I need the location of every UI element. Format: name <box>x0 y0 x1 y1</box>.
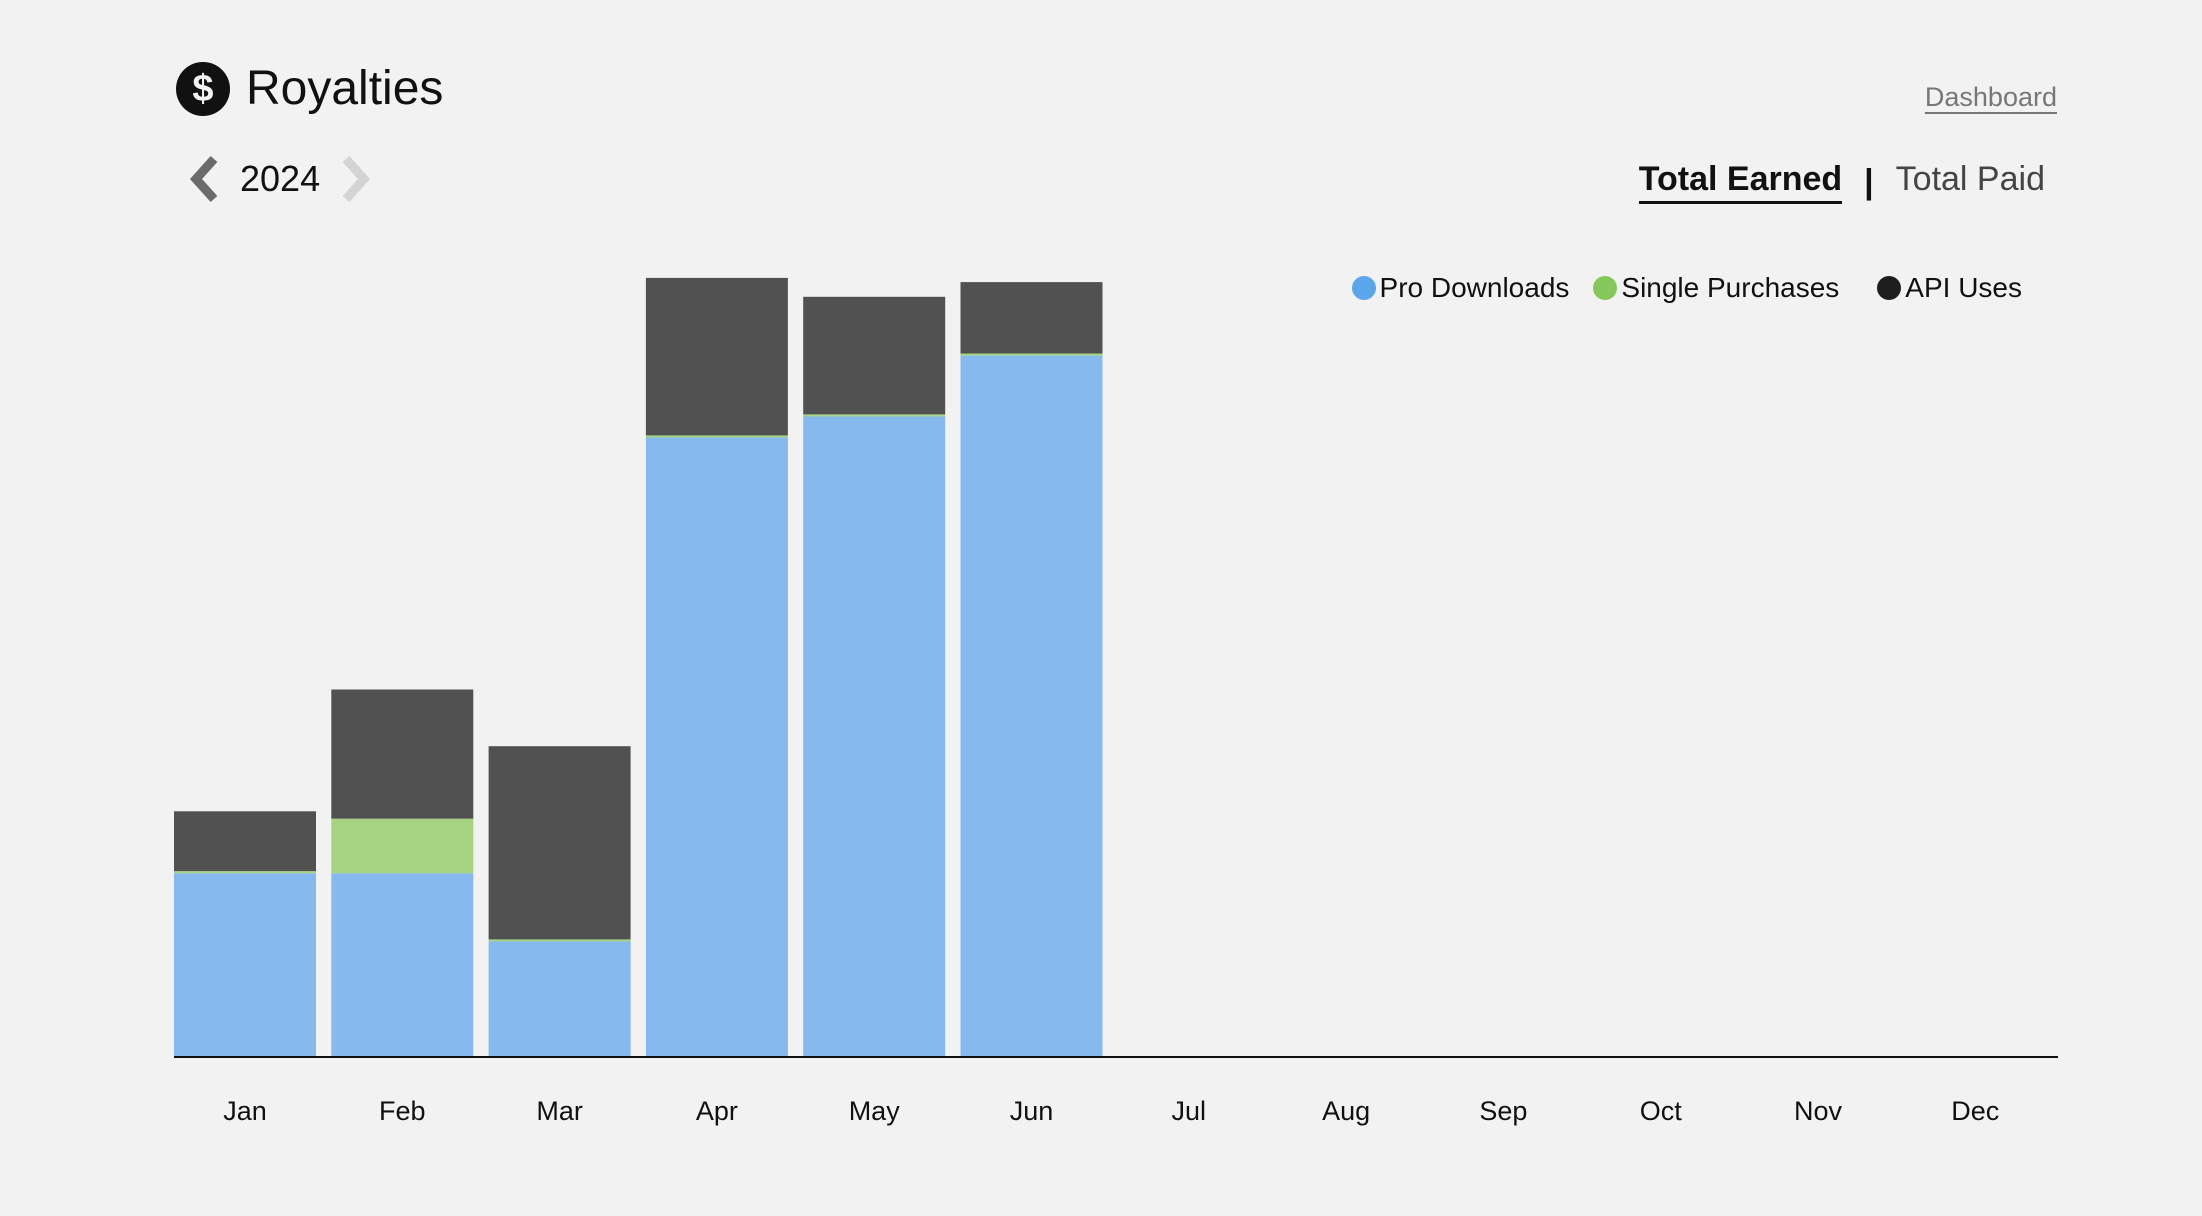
chevron-right-icon[interactable] <box>334 154 378 204</box>
x-tick-label-jul: Jul <box>1172 1096 1207 1126</box>
x-tick-label-may: May <box>849 1096 901 1126</box>
bar-pro-jun[interactable] <box>960 355 1103 1058</box>
x-tick-label-sep: Sep <box>1479 1096 1527 1126</box>
dollar-icon: $ <box>176 62 230 116</box>
x-tick-label-oct: Oct <box>1640 1096 1683 1126</box>
year-navigator: 2024 <box>182 154 378 204</box>
bar-single-jan[interactable] <box>174 871 316 874</box>
title-row: $ Royalties <box>176 62 443 116</box>
x-tick-label-feb: Feb <box>379 1096 426 1126</box>
bar-api-mar[interactable] <box>488 746 631 940</box>
bar-single-mar[interactable] <box>488 939 631 942</box>
bar-single-jun[interactable] <box>960 353 1103 356</box>
x-tick-label-jun: Jun <box>1010 1096 1054 1126</box>
x-tick-label-dec: Dec <box>1951 1096 1999 1126</box>
legend-label-pro: Pro Downloads <box>1379 272 1570 303</box>
legend-item-api-uses: API Uses <box>1877 272 2022 304</box>
dashboard-link[interactable]: Dashboard <box>1924 82 2057 112</box>
tab-total-earned[interactable]: Total Earned <box>1638 160 1843 204</box>
bar-api-feb[interactable] <box>331 689 474 819</box>
bar-api-may[interactable] <box>803 296 946 415</box>
legend-swatch-api <box>1877 276 1902 300</box>
bar-single-apr[interactable] <box>645 435 788 438</box>
bar-pro-apr[interactable] <box>645 437 788 1058</box>
bar-pro-mar[interactable] <box>488 941 631 1058</box>
bar-single-feb[interactable] <box>331 818 474 874</box>
x-tick-label-apr: Apr <box>696 1096 738 1126</box>
bar-pro-jan[interactable] <box>174 873 316 1057</box>
bar-pro-may[interactable] <box>803 416 946 1058</box>
legend-swatch-single <box>1593 276 1618 300</box>
legend-label-single: Single Purchases <box>1621 272 1840 303</box>
x-tick-label-aug: Aug <box>1322 1096 1370 1126</box>
legend-item-single-purchases: Single Purchases <box>1593 272 1839 304</box>
chevron-left-icon[interactable] <box>182 154 226 204</box>
chart-legend: Pro Downloads Single Purchases API Uses <box>1351 272 2022 304</box>
legend-item-pro-downloads: Pro Downloads <box>1351 272 1570 304</box>
bar-single-may[interactable] <box>803 414 946 417</box>
total-toggle: Total Earned | Total Paid <box>1638 160 2045 204</box>
bar-pro-feb[interactable] <box>331 873 474 1057</box>
x-tick-label-nov: Nov <box>1794 1096 1843 1126</box>
toggle-separator: | <box>1864 162 1874 201</box>
legend-label-api: API Uses <box>1905 272 2022 303</box>
tab-total-paid[interactable]: Total Paid <box>1895 160 2045 198</box>
bar-api-jan[interactable] <box>174 811 316 872</box>
legend-swatch-pro <box>1351 276 1376 300</box>
bar-api-jun[interactable] <box>960 282 1103 354</box>
year-label: 2024 <box>240 158 321 199</box>
x-tick-label-mar: Mar <box>536 1096 583 1126</box>
x-tick-label-jan: Jan <box>223 1096 267 1126</box>
page-title: Royalties <box>246 62 444 115</box>
bar-api-apr[interactable] <box>645 277 788 436</box>
